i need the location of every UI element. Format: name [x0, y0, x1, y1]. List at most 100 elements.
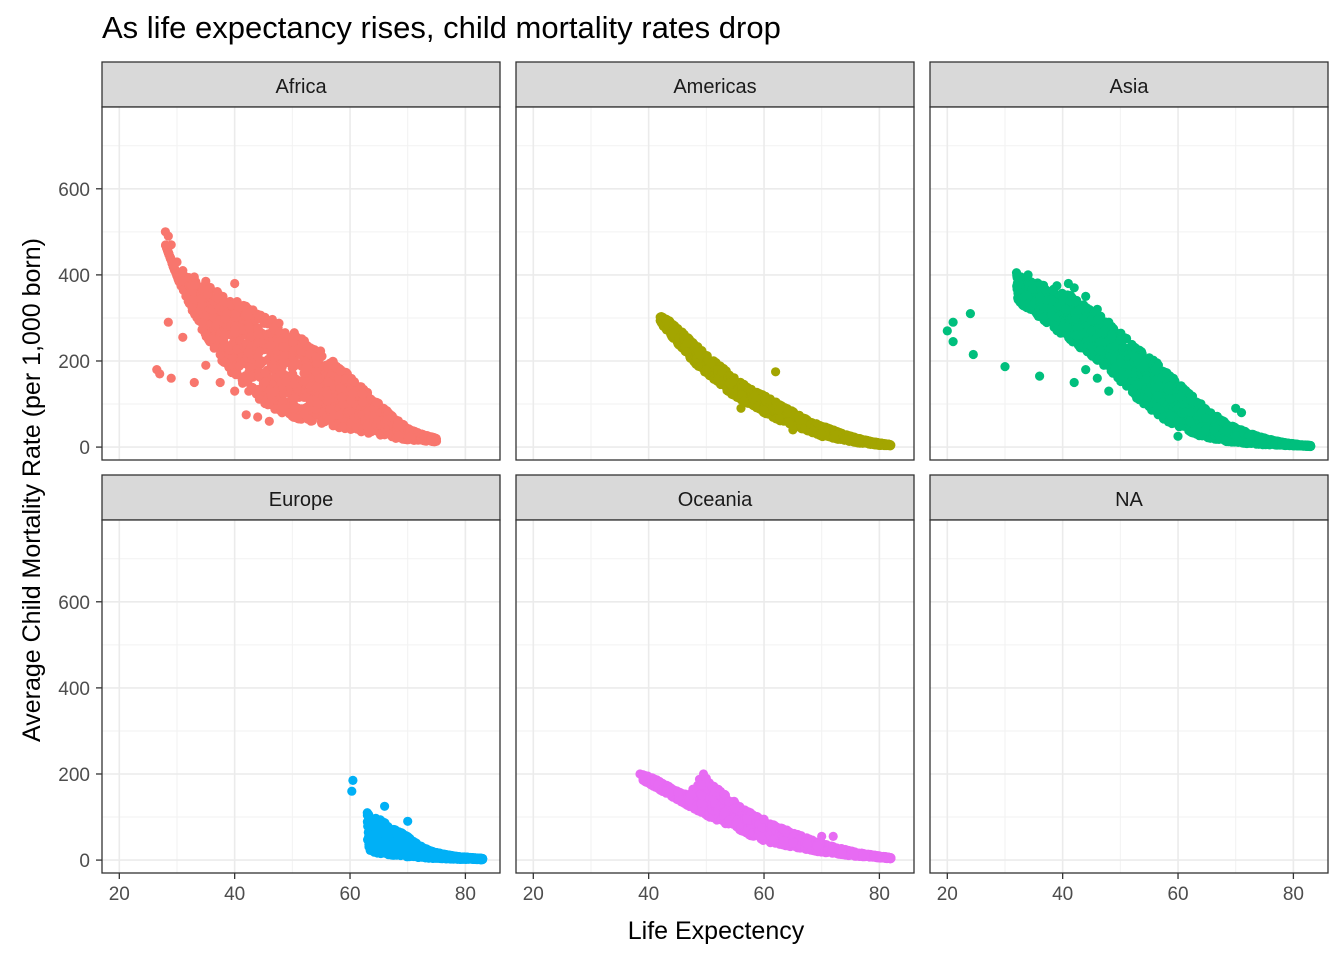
data-point	[178, 266, 188, 276]
data-point	[1141, 374, 1151, 384]
data-point	[1070, 313, 1080, 324]
y-tick-label: 0	[79, 438, 90, 459]
data-point	[1062, 322, 1072, 332]
data-point	[230, 328, 240, 338]
data-point	[279, 403, 289, 414]
data-point	[393, 420, 403, 430]
data-point	[1243, 438, 1253, 448]
data-point	[189, 377, 199, 388]
data-point	[207, 334, 218, 344]
data-point	[279, 389, 289, 399]
data-point	[234, 361, 244, 371]
data-point	[728, 376, 738, 387]
data-point	[253, 352, 263, 362]
data-point	[246, 371, 256, 381]
data-point	[245, 361, 256, 371]
data-point	[1281, 439, 1291, 449]
data-point	[270, 363, 280, 374]
data-point	[264, 416, 274, 426]
data-point	[260, 367, 270, 377]
data-point	[759, 405, 769, 416]
y-tick-label: 400	[58, 266, 90, 287]
data-point	[322, 396, 333, 406]
data-point	[1012, 281, 1022, 291]
data-point	[362, 421, 372, 431]
data-point	[246, 331, 256, 342]
data-point	[336, 366, 346, 376]
data-points-africa	[152, 227, 442, 447]
data-point	[220, 330, 230, 340]
facet-panel-asia: Asia	[929, 61, 1329, 461]
data-point	[431, 433, 441, 443]
data-point	[189, 272, 199, 282]
data-point	[220, 314, 230, 324]
facet-strip-label: Americas	[673, 76, 756, 98]
data-point	[736, 403, 746, 413]
data-point	[829, 433, 839, 443]
data-point	[1072, 295, 1082, 306]
data-point	[774, 405, 784, 415]
data-point	[279, 359, 289, 369]
data-point	[358, 389, 368, 399]
data-point	[1107, 330, 1117, 340]
data-point	[301, 363, 311, 373]
data-point	[155, 369, 165, 379]
data-point	[1150, 365, 1160, 375]
data-point	[172, 257, 182, 267]
data-point	[215, 377, 225, 388]
data-point	[253, 324, 263, 334]
data-point	[322, 389, 332, 399]
data-point	[164, 250, 174, 260]
data-point	[808, 426, 818, 436]
data-point	[312, 358, 322, 368]
data-point	[1168, 373, 1178, 383]
data-point	[230, 278, 240, 289]
data-point	[1095, 345, 1105, 355]
data-point	[1165, 394, 1175, 404]
data-point	[784, 417, 794, 427]
data-point	[661, 315, 671, 325]
data-point	[201, 276, 211, 286]
data-point	[311, 366, 321, 377]
data-point	[243, 311, 253, 321]
data-point	[1166, 410, 1176, 420]
data-point	[305, 343, 315, 353]
data-point	[1071, 330, 1081, 341]
data-point	[190, 280, 200, 290]
data-point	[349, 377, 360, 387]
data-point	[1116, 358, 1126, 368]
data-point	[266, 340, 276, 350]
data-point	[760, 394, 770, 404]
data-point	[1185, 416, 1195, 427]
panel-background	[930, 107, 1328, 460]
data-point	[220, 357, 230, 367]
data-point	[241, 410, 251, 420]
data-point	[278, 369, 288, 379]
data-point	[197, 318, 207, 328]
data-point	[163, 317, 173, 327]
data-point	[1201, 413, 1211, 423]
data-point	[189, 287, 199, 297]
data-point	[189, 294, 199, 304]
facet-panel-americas: Americas	[515, 61, 915, 461]
data-point	[1047, 295, 1057, 305]
facet-strip-label: Asia	[1110, 76, 1150, 98]
data-point	[232, 344, 242, 355]
data-point	[187, 302, 197, 312]
data-point	[163, 231, 173, 241]
data-point	[289, 403, 300, 413]
data-point	[1093, 314, 1103, 325]
y-tick-label: 200	[58, 352, 90, 373]
data-point	[693, 347, 704, 357]
data-point	[1061, 304, 1071, 314]
data-point	[771, 367, 781, 377]
data-point	[230, 386, 240, 396]
data-point	[1186, 395, 1196, 405]
data-point	[788, 425, 798, 435]
data-point	[846, 433, 856, 444]
data-point	[358, 397, 368, 407]
data-point	[268, 323, 278, 333]
data-point	[1115, 335, 1125, 345]
data-point	[243, 347, 253, 357]
data-point	[281, 377, 291, 387]
